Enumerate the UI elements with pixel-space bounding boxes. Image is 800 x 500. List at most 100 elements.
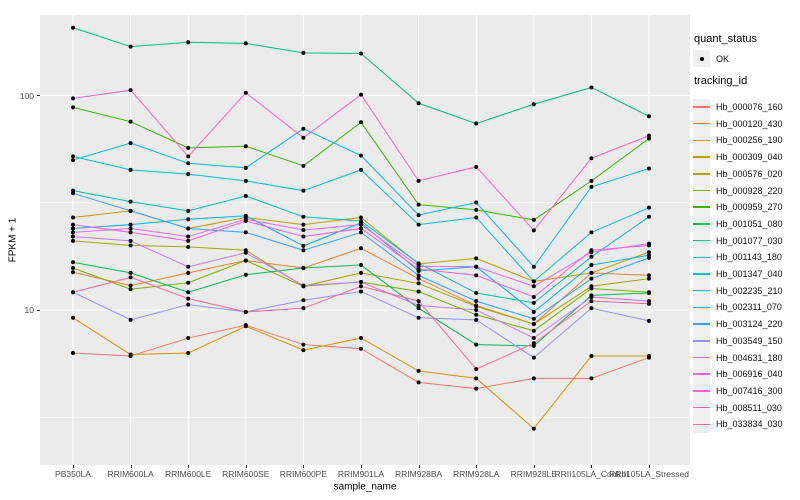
data-point <box>186 351 191 356</box>
data-point <box>128 226 133 231</box>
data-point <box>128 238 133 243</box>
data-point <box>128 243 133 248</box>
legend-key-Hb_001347_040 <box>693 265 710 283</box>
data-point <box>647 114 651 119</box>
data-point <box>71 351 75 356</box>
line-swatch-icon <box>693 273 710 275</box>
data-point <box>474 200 479 205</box>
data-point <box>474 386 479 391</box>
data-point <box>186 290 191 295</box>
data-point <box>416 222 421 227</box>
data-point <box>589 299 594 304</box>
line-swatch-icon <box>693 373 710 375</box>
data-point <box>359 230 363 235</box>
data-point <box>531 426 536 431</box>
data-point <box>647 273 651 278</box>
data-point <box>186 145 191 150</box>
line-swatch-icon <box>693 323 710 325</box>
data-point <box>647 291 651 296</box>
data-point <box>71 105 75 110</box>
data-point <box>531 228 536 233</box>
legend-key-Hb_003549_150 <box>693 332 710 350</box>
x-tick-mark <box>188 465 190 468</box>
data-point <box>416 178 421 183</box>
chart-canvas <box>40 15 690 465</box>
plot-panel <box>40 15 690 465</box>
x-tick-mark <box>649 465 650 468</box>
data-point <box>186 217 191 222</box>
y-tick-mark <box>37 309 40 311</box>
data-point <box>416 261 421 266</box>
data-point <box>531 376 536 381</box>
legend-key-Hb_000256_190 <box>693 131 710 149</box>
x-tick-mark <box>533 465 535 468</box>
data-point <box>589 230 594 235</box>
legend-key-Hb_000309_040 <box>693 148 710 166</box>
data-point <box>128 44 133 49</box>
data-point <box>186 208 191 213</box>
data-point <box>416 101 421 106</box>
data-point <box>186 280 191 285</box>
data-point <box>71 315 75 320</box>
data-point <box>186 40 191 45</box>
data-point <box>416 202 421 207</box>
data-point <box>359 280 363 285</box>
data-point <box>359 270 363 275</box>
legend-key-Hb_007416_300 <box>693 382 710 400</box>
data-point <box>474 264 479 269</box>
data-point <box>243 193 248 198</box>
data-point <box>128 270 133 275</box>
legend-label-ok: OK <box>716 53 730 64</box>
legend-label-Hb_000076_160: Hb_000076_160 <box>716 102 783 112</box>
data-point <box>243 90 248 95</box>
data-point <box>647 250 651 255</box>
data-point <box>647 166 651 171</box>
data-point <box>359 226 363 231</box>
data-point <box>474 376 479 381</box>
data-point <box>647 205 651 210</box>
legend-key-Hb_000959_270 <box>693 198 710 216</box>
data-point <box>531 316 536 321</box>
data-point <box>531 322 536 327</box>
data-point <box>647 276 651 281</box>
data-point <box>243 144 248 149</box>
data-point <box>474 164 479 169</box>
data-point <box>589 306 594 311</box>
data-point <box>474 121 479 126</box>
legend-key-Hb_000576_020 <box>693 165 710 183</box>
data-point <box>359 120 363 125</box>
data-point <box>359 346 363 351</box>
x-tick-mark <box>73 465 74 468</box>
data-point <box>589 276 594 281</box>
line-swatch-icon <box>693 139 710 142</box>
data-point <box>474 317 479 322</box>
legend-label-Hb_003124_220: Hb_003124_220 <box>716 319 783 330</box>
legend-label-Hb_001051_080: Hb_001051_080 <box>716 218 783 229</box>
y-axis-title: FPKM + 1 <box>7 217 19 263</box>
line-swatch-icon <box>693 289 710 292</box>
y-tick-label: 10 <box>24 305 34 315</box>
data-point <box>71 234 75 239</box>
data-point <box>416 289 421 294</box>
data-point <box>186 302 191 307</box>
legend-label-Hb_000959_270: Hb_000959_270 <box>716 202 783 213</box>
data-point <box>301 214 306 219</box>
data-point <box>474 256 479 261</box>
data-point <box>243 230 248 235</box>
line-swatch-icon <box>693 423 710 426</box>
data-point <box>186 234 191 239</box>
data-point <box>589 184 594 189</box>
data-point <box>416 276 421 281</box>
data-point <box>589 354 594 359</box>
data-point <box>589 254 594 259</box>
data-point <box>359 336 363 341</box>
data-point <box>71 290 75 295</box>
data-point <box>301 135 306 140</box>
data-point <box>301 265 306 270</box>
x-tick-label-PB350LA: PB350LA <box>55 469 91 479</box>
data-point <box>71 96 75 101</box>
line-swatch-icon <box>693 206 710 208</box>
data-point <box>301 126 306 131</box>
data-point <box>71 222 75 227</box>
data-point <box>301 248 306 253</box>
